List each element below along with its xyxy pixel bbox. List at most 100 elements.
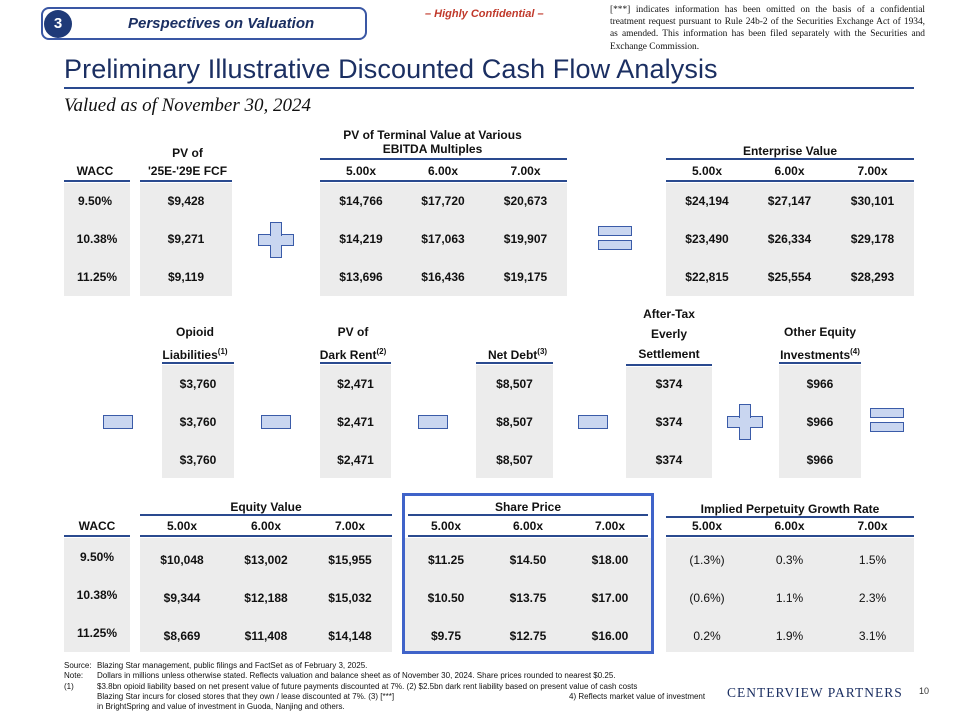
other-equity-cell: $966 <box>806 453 834 467</box>
minus-icon <box>418 415 448 429</box>
growth-cell: 0.2% <box>693 629 721 643</box>
growth-cell: 0.3% <box>775 553 804 567</box>
growth-rule <box>666 535 914 537</box>
growth-cell: (0.6%) <box>689 591 725 605</box>
net-debt-box <box>476 365 553 478</box>
bottom-wacc-rule <box>64 535 130 537</box>
growth-box <box>666 538 914 652</box>
ev-cell: $25,554 <box>767 270 812 284</box>
share-multiple: 7.00x <box>594 519 626 533</box>
source-text: Blazing Star management, public filings … <box>97 661 368 670</box>
tv-cell: $20,673 <box>503 194 548 208</box>
settlement-header-1: Everly <box>650 327 688 341</box>
footnote-text: in BrightSpring and value of investment … <box>97 702 345 712</box>
share-cell: $18.00 <box>591 553 629 567</box>
pv-fcf-header-1: PV of <box>172 146 203 160</box>
ev-multiple: 6.00x <box>774 164 805 178</box>
tv-header-2: EBITDA Multiples <box>382 142 483 156</box>
equity-cell: $12,188 <box>244 591 288 605</box>
bottom-wacc-cell: 10.38% <box>76 588 118 602</box>
tv-cell: $19,175 <box>503 270 548 284</box>
equals-icon <box>598 226 632 254</box>
pv-fcf-cell: $9,428 <box>167 194 205 208</box>
top-wacc-cell: 9.50% <box>77 194 113 208</box>
equity-cell: $15,032 <box>328 591 372 605</box>
section-number: 3 <box>44 10 72 38</box>
plus-icon <box>258 222 294 258</box>
share-cell: $12.75 <box>509 629 547 643</box>
tv-cell: $14,219 <box>339 232 383 246</box>
tv-cell: $16,436 <box>421 270 465 284</box>
bottom-wacc-cell: 9.50% <box>79 550 115 564</box>
source-key: Source: <box>64 661 92 670</box>
pv-fcf-box <box>140 183 232 296</box>
settlement-cell: $374 <box>655 415 683 429</box>
footnote-text: 4) Reflects market value of investment <box>569 691 706 701</box>
footnote-key: (1) <box>64 681 74 691</box>
ev-cell: $27,147 <box>767 194 812 208</box>
net-debt-header: Net Debt(3) <box>487 347 548 362</box>
ev-box <box>666 183 914 296</box>
growth-group-rule <box>666 516 914 518</box>
equity-cell: $15,955 <box>328 553 372 567</box>
net-debt-rule <box>476 362 553 364</box>
minus-icon <box>578 415 608 429</box>
growth-multiple: 5.00x <box>691 519 723 533</box>
dark-rent-header-1: PV of <box>337 325 369 339</box>
tv-cell: $17,063 <box>421 232 465 246</box>
share-cell: $14.50 <box>509 553 547 567</box>
other-equity-rule <box>779 362 861 364</box>
opioid-header-2: Liabilities(1) <box>162 347 228 362</box>
opioid-cell: $3,760 <box>179 415 217 429</box>
opioid-rule <box>162 362 234 364</box>
ev-cell: $24,194 <box>685 194 729 208</box>
ev-cell: $29,178 <box>850 232 895 246</box>
bottom-wacc-cell: 11.25% <box>76 626 118 640</box>
share-cell: $9.75 <box>430 629 462 643</box>
ev-multiple: 5.00x <box>691 164 723 178</box>
share-group-rule <box>408 514 648 516</box>
growth-header: Implied Perpetuity Growth Rate <box>700 502 880 516</box>
tv-multiple: 7.00x <box>510 164 541 178</box>
equity-value-header: Equity Value <box>230 500 302 514</box>
bottom-wacc-header: WACC <box>78 519 116 533</box>
equity-cell: $11,408 <box>244 629 288 643</box>
growth-multiple: 7.00x <box>857 519 888 533</box>
ev-cell: $22,815 <box>685 270 729 284</box>
footnote-text: $3.8bn opioid liability based on net pre… <box>97 681 638 691</box>
tv-cell: $13,696 <box>339 270 383 284</box>
tv-multiple: 5.00x <box>345 164 377 178</box>
equity-multiple: 6.00x <box>250 519 282 533</box>
pv-fcf-header-2: '25E-'29E FCF <box>147 164 228 178</box>
confidential-label: – Highly Confidential – <box>425 8 544 20</box>
other-equity-box <box>779 365 861 478</box>
share-cell: $10.50 <box>427 591 465 605</box>
section-tab <box>41 7 367 40</box>
ev-cell: $26,334 <box>767 232 812 246</box>
note-text: Dollars in millions unless otherwise sta… <box>97 671 616 681</box>
settlement-box <box>626 367 712 478</box>
page-title: Preliminary Illustrative Discounted Cash… <box>64 54 718 84</box>
equity-cell: $8,669 <box>163 629 201 643</box>
opioid-box <box>162 365 234 478</box>
net-debt-cell: $8,507 <box>496 377 533 391</box>
other-equity-cell: $966 <box>806 415 834 429</box>
disclaimer: [***] indicates information has been omi… <box>610 5 925 52</box>
settlement-cell: $374 <box>655 453 683 467</box>
settlement-cell: $374 <box>655 377 683 391</box>
ev-cell: $23,490 <box>685 232 729 246</box>
opioid-header-1: Opioid <box>176 325 214 339</box>
share-cell: $11.25 <box>427 553 465 567</box>
tv-cell: $17,720 <box>421 194 465 208</box>
pv-fcf-rule <box>140 180 232 182</box>
tv-multiple: 6.00x <box>427 164 459 178</box>
share-price-highlight <box>402 493 654 654</box>
ev-group-rule <box>666 158 914 160</box>
share-rule <box>408 535 648 537</box>
pv-fcf-cell: $9,119 <box>167 270 205 284</box>
top-wacc-header: WACC <box>76 164 114 178</box>
share-multiple: 5.00x <box>430 519 462 533</box>
top-wacc-box <box>64 183 130 296</box>
brand-logo: CENTERVIEW PARTNERS <box>727 685 903 700</box>
page-number: 10 <box>919 686 930 696</box>
